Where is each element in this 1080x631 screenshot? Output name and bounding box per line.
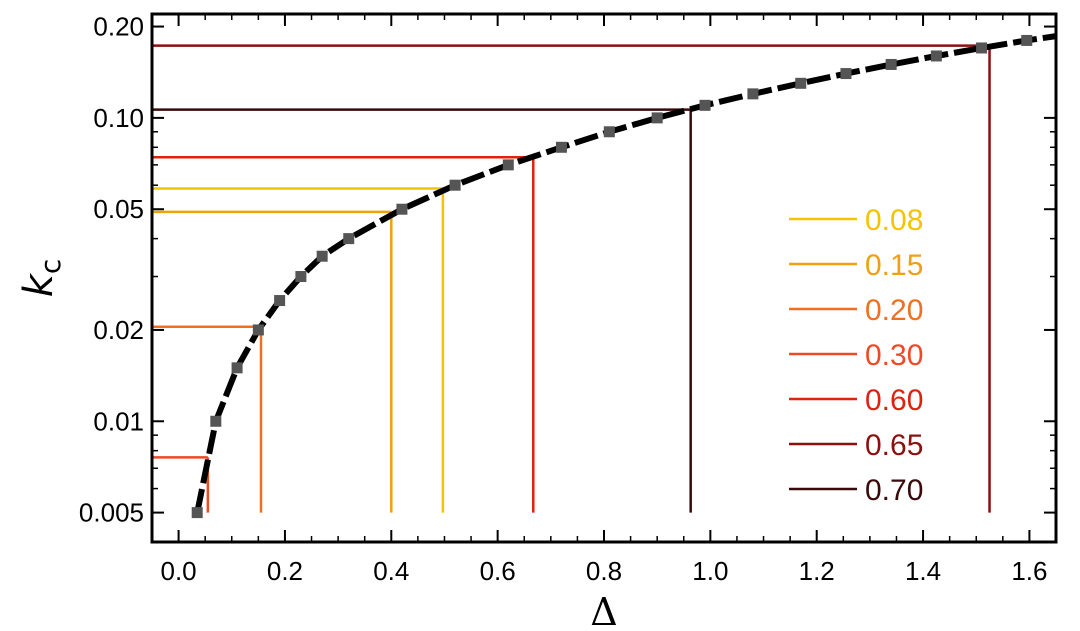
ticks-layer: 0.0 0.2 0.4 0.6 0.8 1.0 1.2 1.4 1.6 0.005 0.01 0.02… xyxy=(79,12,1057,586)
legend-label-5: 0.65 xyxy=(865,429,923,462)
x-tick-label-0: 0.0 xyxy=(161,556,197,586)
curve-marker-5 xyxy=(295,271,307,283)
y-tick-label-2: 0.02 xyxy=(93,315,144,345)
curve-marker-19 xyxy=(930,50,942,62)
curve-marker-3 xyxy=(252,324,264,336)
y-tick-label-5: 0.20 xyxy=(93,12,144,42)
curve-marker-0 xyxy=(191,507,203,519)
x-axis-label: Δ xyxy=(590,590,617,631)
y-axis-label: kc xyxy=(16,259,67,298)
legend-label-0: 0.08 xyxy=(865,204,923,237)
legend-label-3: 0.30 xyxy=(865,339,923,372)
curve-marker-16 xyxy=(795,77,807,89)
x-tick-label-7: 1.4 xyxy=(905,556,941,586)
curve-marker-18 xyxy=(885,58,897,70)
x-tick-label-6: 1.2 xyxy=(799,556,835,586)
curve-marker-14 xyxy=(699,99,711,111)
curve-marker-4 xyxy=(274,295,286,307)
curve-marker-17 xyxy=(840,68,852,80)
x-tick-label-5: 1.0 xyxy=(692,556,728,586)
threshold-lines xyxy=(152,44,991,513)
legend-label-2: 0.20 xyxy=(865,294,923,327)
curve-marker-11 xyxy=(555,141,567,153)
curve-marker-2 xyxy=(231,362,243,374)
y-axis-label-subscript: c xyxy=(34,259,67,274)
curve-marker-10 xyxy=(502,159,514,171)
legend-label-1: 0.15 xyxy=(865,249,923,282)
x-tick-label-4: 0.8 xyxy=(586,556,622,586)
legend-label-6: 0.70 xyxy=(865,474,923,507)
curve-marker-9 xyxy=(449,179,461,191)
legend-label-4: 0.60 xyxy=(865,384,923,417)
plot-frame xyxy=(150,12,1058,544)
y-tick-label-0: 0.005 xyxy=(79,498,144,528)
x-tick-label-8: 1.6 xyxy=(1011,556,1047,586)
legend: 0.08 0.15 0.20 0.30 0.60 0.65 0.70 xyxy=(789,204,923,507)
curve-marker-7 xyxy=(343,233,355,245)
curve-line xyxy=(194,33,1057,514)
curve-marker-20 xyxy=(976,42,988,54)
y-tick-label-3: 0.05 xyxy=(93,194,144,224)
curve-marker-8 xyxy=(396,203,408,215)
curve-marker-15 xyxy=(747,88,759,100)
curve-marker-12 xyxy=(603,126,615,138)
x-tick-label-2: 0.4 xyxy=(373,556,409,586)
curve-marker-21 xyxy=(1021,34,1033,46)
curve-marker-13 xyxy=(651,112,663,124)
y-axis-label-main: k xyxy=(16,272,62,297)
x-tick-label-1: 0.2 xyxy=(267,556,303,586)
y-tick-label-4: 0.10 xyxy=(93,103,144,133)
curve-layer xyxy=(191,33,1057,519)
y-tick-label-1: 0.01 xyxy=(93,406,144,436)
curve-marker-1 xyxy=(210,415,222,427)
x-tick-label-3: 0.6 xyxy=(480,556,516,586)
curve-marker-6 xyxy=(316,250,328,262)
